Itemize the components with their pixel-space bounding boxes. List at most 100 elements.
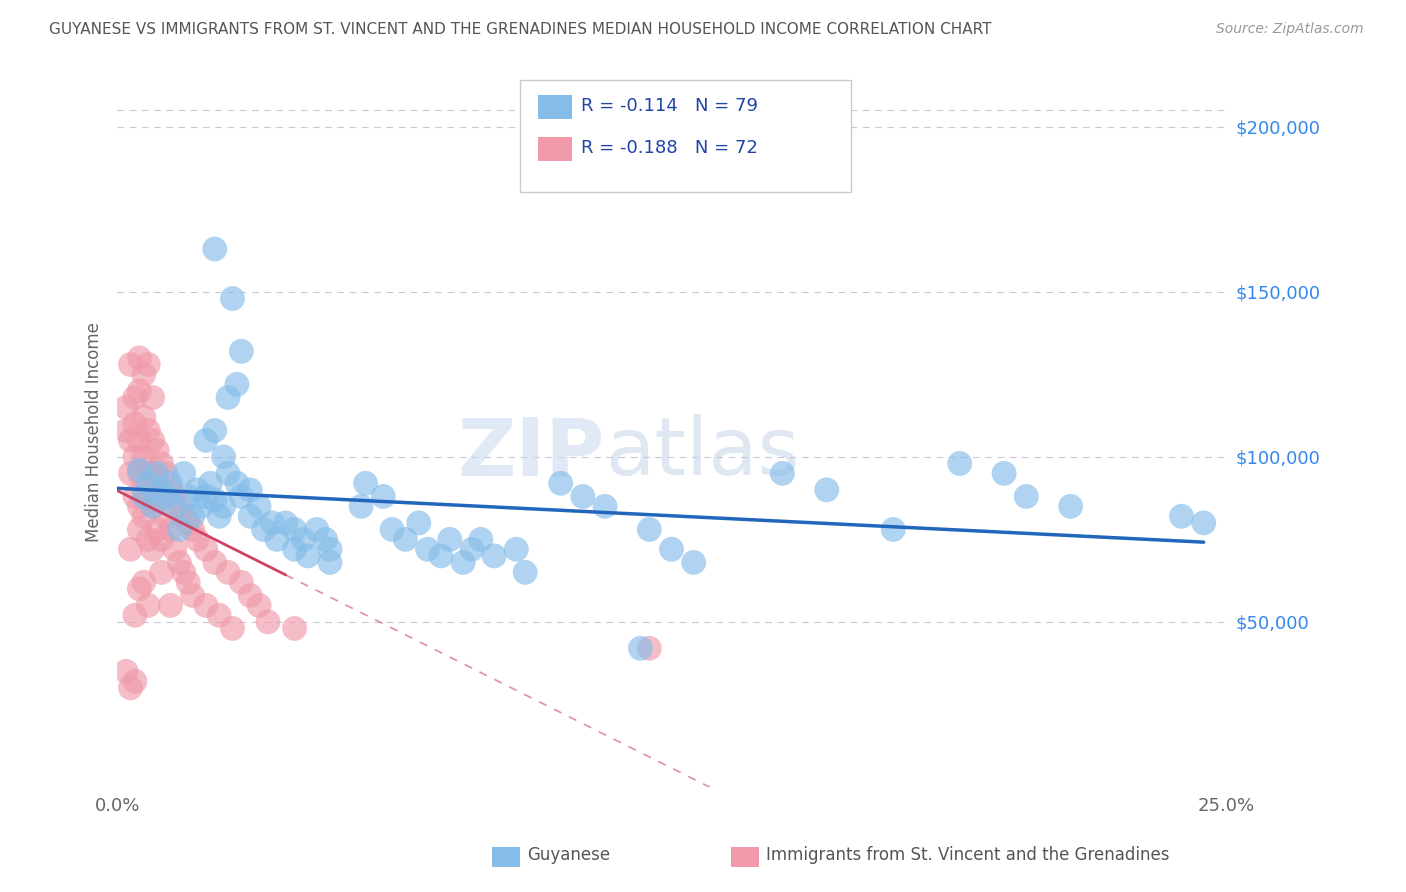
- Point: [136, 476, 159, 491]
- Point: [150, 457, 173, 471]
- Point: [266, 533, 288, 547]
- Point: [882, 523, 904, 537]
- Point: [381, 523, 404, 537]
- Point: [163, 490, 186, 504]
- Point: [212, 450, 235, 464]
- Point: [204, 492, 226, 507]
- Point: [252, 523, 274, 537]
- Point: [315, 533, 337, 547]
- Point: [136, 599, 159, 613]
- Point: [416, 542, 439, 557]
- Point: [550, 476, 572, 491]
- Point: [770, 467, 793, 481]
- Point: [128, 500, 150, 514]
- Point: [120, 467, 142, 481]
- Point: [155, 509, 177, 524]
- Point: [128, 523, 150, 537]
- Text: Immigrants from St. Vincent and the Grenadines: Immigrants from St. Vincent and the Gren…: [766, 846, 1170, 863]
- Point: [136, 358, 159, 372]
- Point: [132, 490, 155, 504]
- Point: [128, 384, 150, 398]
- Y-axis label: Median Household Income: Median Household Income: [86, 322, 103, 542]
- Point: [146, 443, 169, 458]
- Point: [163, 500, 186, 514]
- Point: [120, 434, 142, 448]
- Point: [132, 509, 155, 524]
- Point: [682, 556, 704, 570]
- Point: [208, 509, 231, 524]
- Point: [142, 391, 165, 405]
- Point: [132, 575, 155, 590]
- Point: [142, 500, 165, 514]
- Point: [461, 542, 484, 557]
- Point: [949, 457, 972, 471]
- Point: [124, 417, 146, 431]
- Point: [226, 476, 249, 491]
- Point: [136, 533, 159, 547]
- Point: [128, 463, 150, 477]
- Point: [146, 467, 169, 481]
- Point: [177, 575, 200, 590]
- Point: [394, 533, 416, 547]
- Point: [217, 566, 239, 580]
- Point: [274, 516, 297, 530]
- Point: [120, 681, 142, 695]
- Text: GUYANESE VS IMMIGRANTS FROM ST. VINCENT AND THE GRENADINES MEDIAN HOUSEHOLD INCO: GUYANESE VS IMMIGRANTS FROM ST. VINCENT …: [49, 22, 991, 37]
- Point: [177, 490, 200, 504]
- Point: [284, 523, 307, 537]
- Point: [132, 368, 155, 382]
- Point: [173, 566, 195, 580]
- Point: [155, 490, 177, 504]
- Point: [136, 424, 159, 438]
- Point: [142, 434, 165, 448]
- Point: [200, 476, 222, 491]
- Point: [350, 500, 373, 514]
- Point: [284, 622, 307, 636]
- Point: [815, 483, 838, 497]
- Point: [354, 476, 377, 491]
- Point: [572, 490, 595, 504]
- Point: [169, 523, 191, 537]
- Point: [150, 533, 173, 547]
- Point: [505, 542, 527, 557]
- Point: [451, 556, 474, 570]
- Point: [638, 523, 661, 537]
- Point: [194, 490, 217, 504]
- Point: [169, 556, 191, 570]
- Point: [194, 599, 217, 613]
- Point: [128, 467, 150, 481]
- Point: [262, 516, 284, 530]
- Point: [319, 542, 342, 557]
- Point: [212, 500, 235, 514]
- Point: [115, 665, 138, 679]
- Point: [231, 490, 253, 504]
- Point: [1059, 500, 1081, 514]
- Point: [231, 344, 253, 359]
- Point: [136, 490, 159, 504]
- Point: [150, 490, 173, 504]
- Point: [150, 566, 173, 580]
- Point: [439, 533, 461, 547]
- Point: [124, 674, 146, 689]
- Text: ZIP: ZIP: [458, 415, 605, 492]
- Point: [142, 467, 165, 481]
- Point: [284, 542, 307, 557]
- Point: [124, 490, 146, 504]
- Point: [373, 490, 395, 504]
- Point: [142, 542, 165, 557]
- Point: [226, 377, 249, 392]
- Point: [247, 500, 270, 514]
- Point: [239, 589, 262, 603]
- Point: [128, 434, 150, 448]
- Point: [319, 556, 342, 570]
- Point: [247, 599, 270, 613]
- Point: [124, 608, 146, 623]
- Point: [292, 533, 315, 547]
- Point: [120, 358, 142, 372]
- Point: [297, 549, 319, 563]
- Point: [217, 467, 239, 481]
- Point: [257, 615, 280, 629]
- Point: [169, 500, 191, 514]
- Point: [204, 556, 226, 570]
- Point: [181, 523, 204, 537]
